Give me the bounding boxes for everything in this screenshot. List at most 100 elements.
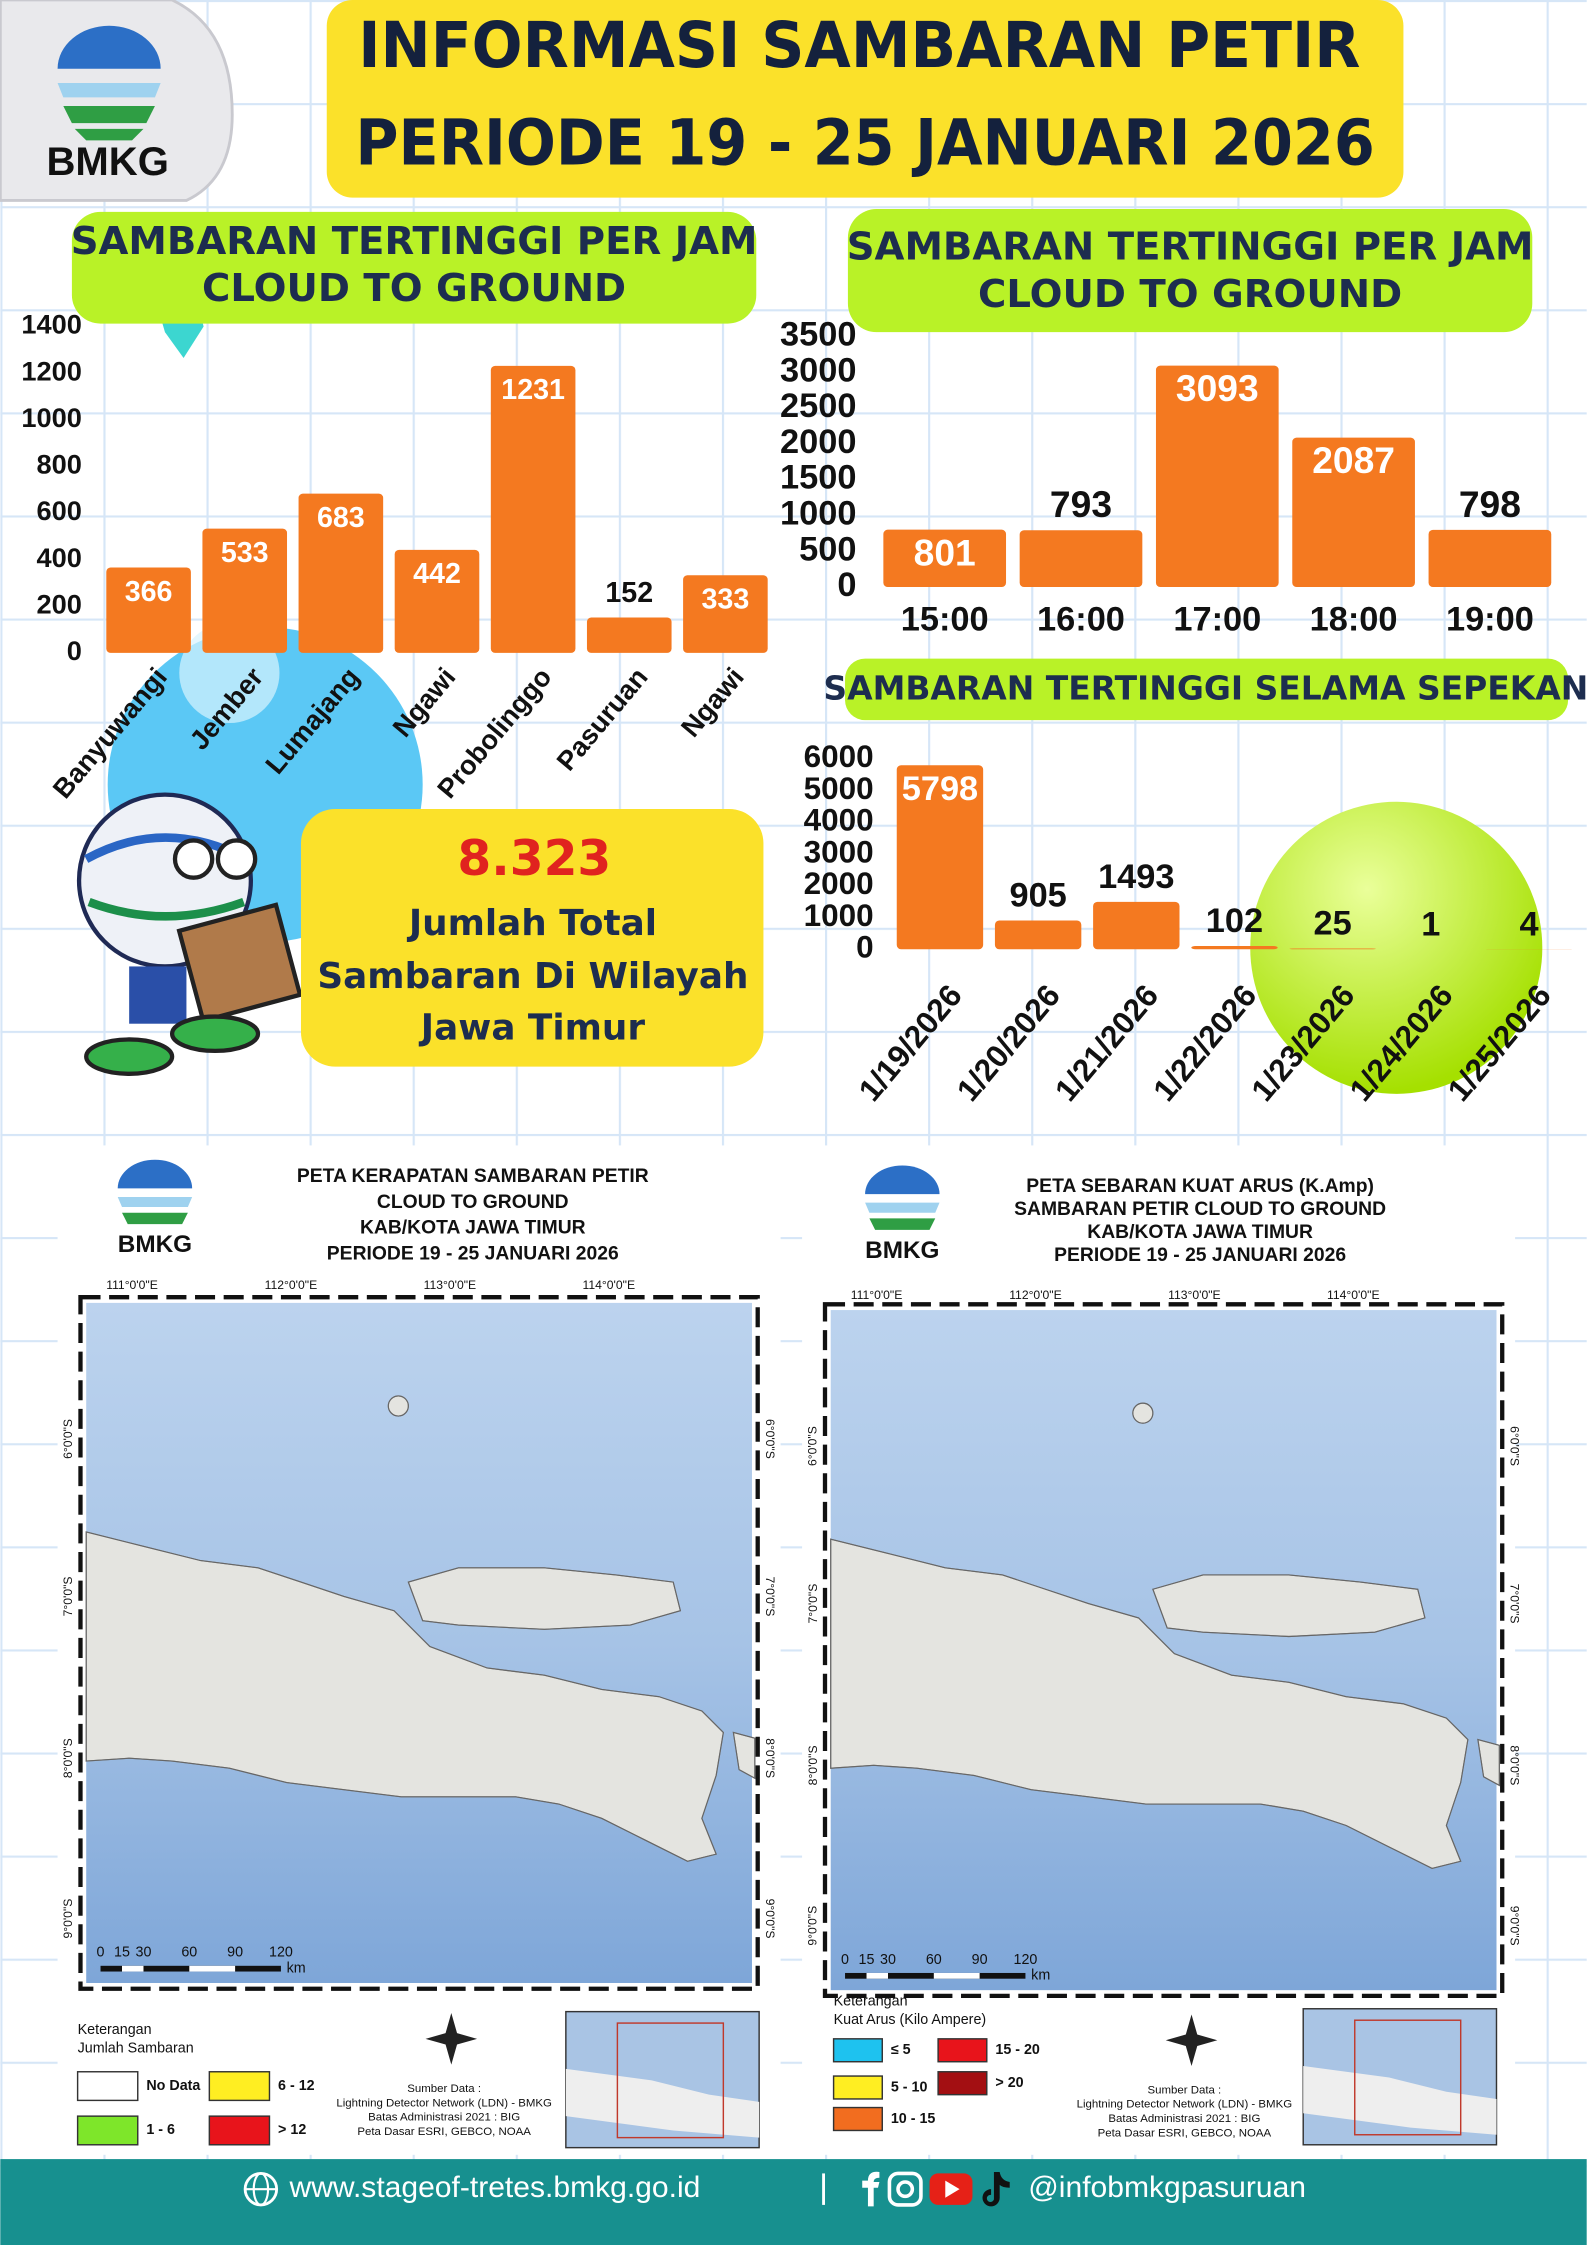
y-tick-label: 1000: [804, 897, 874, 933]
scale-bar-segment: [866, 1972, 888, 1979]
scale-label: 90: [972, 1952, 988, 1968]
map-title: PETA KERAPATAN SAMBARAN PETIR: [297, 1166, 649, 1187]
summary-text: Sambaran Di Wilayah: [317, 956, 748, 997]
y-tick-label: 1000: [21, 402, 81, 433]
bmkg-logo: BMKG: [865, 1165, 940, 1264]
scale-label: 30: [880, 1952, 896, 1968]
instagram-icon[interactable]: [887, 2171, 923, 2207]
value-label: 102: [1206, 902, 1263, 940]
legend-label: 15 - 20: [995, 2042, 1040, 2058]
map: [822, 1302, 1505, 1999]
lat-label: 7°0'0"S: [1507, 1584, 1521, 1624]
logo-text: BMKG: [865, 1237, 939, 1264]
bar: [883, 529, 1007, 588]
legend-swatch: [937, 2038, 988, 2063]
scale-label: 0: [97, 1945, 105, 1961]
bar: [1428, 529, 1552, 588]
bar: [1289, 948, 1376, 950]
scale-label: 30: [136, 1945, 152, 1961]
y-tick-label: 2000: [804, 865, 874, 901]
logo-text: BMKG: [46, 140, 168, 184]
x-tick-label: 16:00: [1037, 600, 1125, 638]
logo-text: BMKG: [118, 1231, 192, 1258]
legend-swatch: [937, 2071, 988, 2096]
source-text: Peta Dasar ESRI, GEBCO, NOAA: [357, 2126, 531, 2138]
header-box: [326, 0, 1404, 198]
scale-label: 15: [859, 1952, 875, 1968]
header-title: INFORMASI SAMBARAN PETIR: [358, 9, 1360, 82]
logo-arc: [865, 1165, 940, 1195]
bar: [1191, 946, 1278, 950]
y-tick-label: 1400: [21, 309, 81, 340]
scale-label: 120: [1014, 1952, 1038, 1968]
bar: [394, 549, 480, 653]
chart-title: SAMBARAN TERTINGGI PER JAM: [847, 225, 1534, 270]
value-label: 25: [1314, 905, 1352, 943]
facebook-icon[interactable]: [862, 2171, 880, 2207]
chart-title: SAMBARAN TERTINGGI SELAMA SEPEKAN: [823, 669, 1587, 708]
value-label: 2087: [1312, 439, 1395, 481]
scale-label: 90: [227, 1945, 243, 1961]
value-label: 5798: [902, 770, 978, 808]
value-label: 801: [914, 531, 976, 573]
source-text: Batas Administrasi 2021 : BIG: [1108, 2113, 1260, 2125]
source-text: Sumber Data :: [407, 2083, 481, 2095]
lat-label: 9°0'0"S: [763, 1899, 777, 1939]
source-text: Peta Dasar ESRI, GEBCO, NOAA: [1098, 2127, 1272, 2139]
lat-label: 8°0'0"S: [61, 1738, 75, 1778]
scale-label: 120: [269, 1945, 293, 1961]
lon-label: 113°0'0"E: [424, 1278, 477, 1292]
legend-label: 10 - 15: [891, 2111, 936, 2127]
legend-swatch: [832, 2075, 883, 2100]
logo-arc: [117, 1159, 193, 1189]
tiktok-icon[interactable]: [982, 2171, 1010, 2207]
legend-subtitle: Jumlah Sambaran: [78, 2041, 194, 2057]
value-label: 333: [702, 584, 750, 616]
source-text: Lightning Detector Network (LDN) - BMKG: [336, 2097, 552, 2109]
bar: [490, 365, 576, 653]
map-title: PERIODE 19 - 25 JANUARI 2026: [1054, 1245, 1346, 1266]
x-tick-label: 15:00: [901, 600, 989, 638]
map-title: PETA SEBARAN KUAT ARUS (K.Amp): [1026, 1176, 1374, 1197]
mascot: [76, 792, 303, 1076]
map-title: CLOUD TO GROUND: [377, 1192, 569, 1213]
y-tick-label: 1000: [780, 495, 856, 533]
footer-handle[interactable]: @infobmkgpasuruan: [1028, 2171, 1306, 2204]
bar: [683, 575, 768, 653]
lat-label: 9°0'0"S: [1507, 1906, 1521, 1946]
legend-label: > 12: [278, 2122, 306, 2138]
legend-label: ≤ 5: [891, 2042, 911, 2058]
bar: [106, 567, 191, 653]
lon-label: 113°0'0"E: [1168, 1288, 1221, 1302]
value-label: 366: [125, 576, 173, 608]
map-title: PERIODE 19 - 25 JANUARI 2026: [327, 1243, 619, 1264]
value-label: 1493: [1098, 858, 1174, 896]
bmkg-logo: [57, 25, 161, 141]
chart-title: SAMBARAN TERTINGGI PER JAM: [71, 219, 758, 264]
value-label: 442: [413, 558, 461, 590]
source-text: Batas Administrasi 2021 : BIG: [368, 2112, 520, 2124]
bar: [1019, 530, 1143, 588]
footer-website[interactable]: www.stageof-tretes.bmkg.go.id: [289, 2171, 701, 2204]
bar: [202, 528, 288, 653]
value-label: 798: [1459, 483, 1521, 525]
lat-label: 8°0'0"S: [806, 1745, 820, 1785]
legend-label: 5 - 10: [891, 2079, 928, 2095]
legend-swatch: [76, 2115, 139, 2146]
source-text: Lightning Detector Network (LDN) - BMKG: [1077, 2099, 1293, 2111]
value-label: 3093: [1176, 367, 1259, 409]
y-tick-label: 0: [67, 635, 82, 666]
value-label: 533: [221, 537, 269, 569]
map-title: SAMBARAN PETIR CLOUD TO GROUND: [1014, 1199, 1386, 1220]
value-label: 793: [1050, 483, 1112, 525]
x-tick-label: 18:00: [1310, 600, 1398, 638]
lat-label: 6°0'0"S: [61, 1419, 75, 1459]
inset-land: [1303, 2066, 1497, 2135]
lat-label: 6°0'0"S: [763, 1419, 777, 1459]
legend-swatch: [832, 2106, 883, 2132]
logo-stripe: [117, 1196, 193, 1207]
value-label: 1: [1421, 905, 1440, 943]
lat-label: 9°0'0"S: [806, 1906, 820, 1946]
bar: [1093, 901, 1180, 950]
